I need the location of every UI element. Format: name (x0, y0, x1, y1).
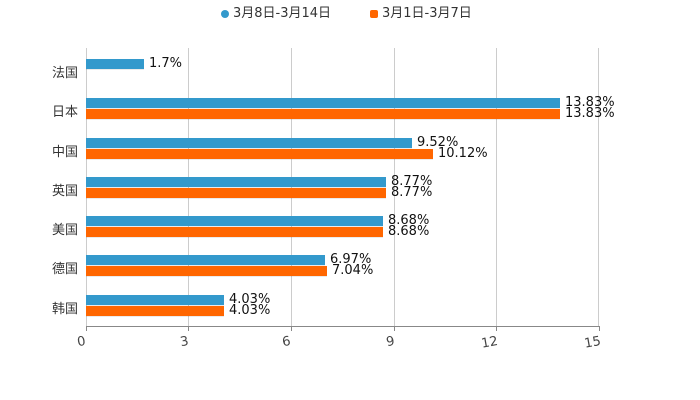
x-tick-label: 12 (480, 334, 500, 352)
x-tick (86, 326, 87, 331)
value-label: 4.03% (229, 303, 271, 318)
category-label: 英国 (51, 184, 78, 199)
x-tick-label: 0 (76, 334, 87, 351)
category-label: 中国 (51, 145, 78, 160)
bar-series-2[interactable] (86, 109, 560, 119)
value-label: 8.68% (388, 224, 430, 239)
value-label: 13.83% (565, 106, 615, 121)
bar-series-2[interactable] (86, 149, 433, 159)
value-label: 10.12% (438, 146, 488, 161)
gridline (598, 48, 599, 326)
value-label: 8.77% (391, 174, 433, 189)
gridline (86, 48, 87, 326)
x-tick-label: 9 (385, 334, 396, 351)
x-tick-label: 15 (583, 334, 603, 352)
bar-series-2[interactable] (86, 306, 224, 316)
x-tick (394, 326, 395, 331)
bar-series-1[interactable] (86, 177, 386, 187)
legend: 3月8日-3月14日 3月1日-3月7日 (0, 5, 700, 23)
legend-dot-blue-icon (221, 10, 229, 18)
bar-series-2[interactable] (86, 227, 383, 237)
gridline (394, 48, 395, 326)
x-tick-label: 3 (179, 334, 190, 351)
x-tick (291, 326, 292, 331)
bar-series-2[interactable] (86, 266, 327, 276)
bar-series-1[interactable] (86, 59, 144, 69)
category-label: 韩国 (51, 302, 78, 317)
legend-item-series-2[interactable]: 3月1日-3月7日 (382, 6, 472, 21)
value-label: 7.04% (332, 263, 374, 278)
category-label: 法国 (51, 66, 78, 81)
category-label: 日本 (51, 105, 78, 120)
bar-series-1[interactable] (86, 98, 560, 108)
x-axis (86, 326, 600, 327)
x-tick-label: 6 (281, 334, 292, 351)
bar-series-1[interactable] (86, 216, 383, 226)
value-label: 4.03% (229, 292, 271, 307)
x-tick (188, 326, 189, 331)
x-tick (599, 326, 600, 331)
bar-series-2[interactable] (86, 188, 386, 198)
bar-series-1[interactable] (86, 138, 412, 148)
plot-area (86, 48, 599, 326)
x-tick (496, 326, 497, 331)
gridline (496, 48, 497, 326)
gridline (188, 48, 189, 326)
bar-series-1[interactable] (86, 295, 224, 305)
value-label: 9.52% (417, 135, 459, 150)
category-label: 美国 (51, 223, 78, 238)
legend-item-series-1[interactable]: 3月8日-3月14日 (233, 6, 332, 21)
value-label: 8.77% (391, 185, 433, 200)
bar-series-1[interactable] (86, 255, 325, 265)
gridline (291, 48, 292, 326)
value-label: 1.7% (149, 56, 183, 71)
category-label: 德国 (51, 262, 78, 277)
value-label: 6.97% (330, 252, 372, 267)
value-label: 13.83% (565, 95, 615, 110)
legend-dot-orange-icon (370, 10, 378, 18)
value-label: 8.68% (388, 213, 430, 228)
